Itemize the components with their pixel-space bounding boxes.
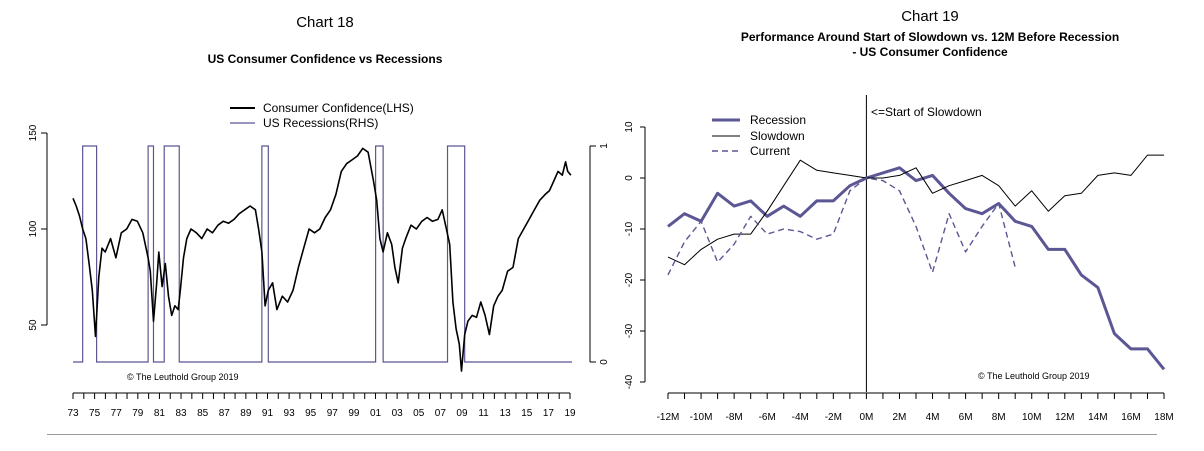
chart19-x-tick-label: 14M xyxy=(1088,412,1107,423)
chart18-left-tick-label: 150 xyxy=(28,124,39,141)
chart19-x-tick-label: 16M xyxy=(1121,412,1140,423)
chart18-legend-confidence: Consumer Confidence(LHS) xyxy=(263,101,414,115)
chart18-x-tick-label: 05 xyxy=(413,408,425,419)
chart18-legend: Consumer Confidence(LHS) US Recessions(R… xyxy=(230,101,414,130)
chart19-current-line xyxy=(667,177,1016,276)
chart19-x-tick-label: 8M xyxy=(992,412,1006,423)
chart18-recession-line xyxy=(73,145,572,363)
chart18-x-tick-label: 75 xyxy=(89,408,101,419)
bottom-divider xyxy=(47,434,1157,435)
chart19-y-tick-label: -40 xyxy=(624,374,635,389)
chart18-copyright: © The Leuthold Group 2019 xyxy=(127,372,239,382)
chart18-x-tick-label: 17 xyxy=(543,408,555,419)
chart18-x-tick-label: 01 xyxy=(370,408,382,419)
chart18-x-tick-label: 11 xyxy=(478,408,489,419)
chart19-legend-current: Current xyxy=(750,144,791,158)
chart19-title-line2: - US Consumer Confidence xyxy=(852,45,1008,59)
chart18-title: US Consumer Confidence vs Recessions xyxy=(207,52,443,66)
chart18-x-tick-label: 83 xyxy=(175,408,187,419)
chart18-left-tick-label: 50 xyxy=(28,319,39,331)
chart19-y-tick-label: -10 xyxy=(624,221,635,236)
chart18-right-tick-label: 0 xyxy=(599,359,610,365)
chart18-x-tick-label: 09 xyxy=(456,408,468,419)
chart19-copyright: © The Leuthold Group 2019 xyxy=(978,371,1090,381)
chart19-x-tick-label: 6M xyxy=(959,412,973,423)
chart18-x-tick-label: 77 xyxy=(111,408,123,419)
chart19-legend-recession: Recession xyxy=(750,113,806,127)
chart19-legend-slowdown: Slowdown xyxy=(750,129,805,143)
chart18-x-tick-label: 93 xyxy=(284,408,296,419)
chart18-x-tick-label: 15 xyxy=(521,408,533,419)
chart18-svg: Consumer Confidence(LHS) US Recessions(R… xyxy=(28,101,610,419)
chart18-x-tick-label: 07 xyxy=(435,408,447,419)
chart18-x-tick-label: 81 xyxy=(154,408,166,419)
chart18-left-tick-label: 100 xyxy=(28,220,39,237)
chart18-x-tick-label: 13 xyxy=(500,408,512,419)
chart19-x-tick-label: -2M xyxy=(825,412,842,423)
chart18-label: Chart 18 xyxy=(296,14,354,31)
chart18-x-tick-label: 73 xyxy=(67,408,79,419)
chart19-slowdown-line xyxy=(667,154,1164,266)
chart18-x-tick-label: 89 xyxy=(240,408,252,419)
chart19-annotation: <=Start of Slowdown xyxy=(871,105,982,119)
chart19-x-tick-label: 18M xyxy=(1154,412,1173,423)
chart18-x-tick-label: 97 xyxy=(327,408,339,419)
chart18-x-tick-label: 19 xyxy=(564,408,576,419)
chart18-x-tick-label: 85 xyxy=(197,408,209,419)
chart19-x-tick-label: 12M xyxy=(1055,412,1074,423)
chart18-x-tick-label: 79 xyxy=(132,408,144,419)
chart18-legend-recessions: US Recessions(RHS) xyxy=(263,116,378,130)
chart18-x-tick-label: 87 xyxy=(219,408,231,419)
chart19-x-tick-label: -6M xyxy=(759,412,776,423)
chart19-label: Chart 19 xyxy=(901,8,959,25)
chart19-legend: Recession Slowdown Current xyxy=(712,113,806,158)
chart19-x-tick-label: -12M xyxy=(657,412,680,423)
chart18-x-tick-label: 99 xyxy=(348,408,360,419)
chart19-y-tick-label: -20 xyxy=(624,272,635,287)
chart19-x-tick-label: 2M xyxy=(893,412,907,423)
chart19-x-tick-label: -10M xyxy=(690,412,713,423)
chart19-y-tick-label: 10 xyxy=(624,121,635,133)
chart18-x-tick-label: 91 xyxy=(262,408,274,419)
chart18-right-tick-label: 1 xyxy=(599,143,610,149)
chart19-y-tick-label: 0 xyxy=(624,175,635,181)
chart19-title-line1: Performance Around Start of Slowdown vs.… xyxy=(740,30,1120,44)
chart18-confidence-line xyxy=(72,147,572,372)
chart19-x-tick-label: 4M xyxy=(926,412,940,423)
chart19-y-tick-label: -30 xyxy=(624,323,635,338)
chart19-x-tick-label: 10M xyxy=(1022,412,1041,423)
chart18-x-tick-label: 95 xyxy=(305,408,317,419)
chart19-x-tick-label: -4M xyxy=(792,412,809,423)
chart19-x-tick-label: -8M xyxy=(726,412,743,423)
chart19-x-tick-label: 0M xyxy=(859,412,873,423)
chart18-x-tick-label: 03 xyxy=(392,408,404,419)
chart19-recession-line xyxy=(667,166,1166,371)
